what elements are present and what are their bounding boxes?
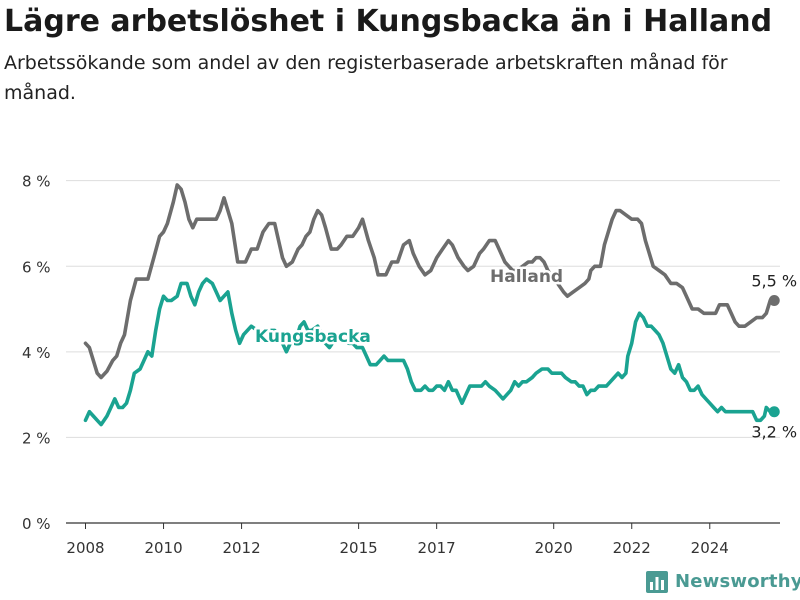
x-tick-label: 2024 (691, 539, 729, 557)
series-line-halland (83, 183, 772, 380)
series-line-kungsbacka (83, 277, 772, 427)
series-lines (83, 183, 772, 427)
y-tick-label: 0 % (22, 515, 51, 533)
x-tick-label: 2020 (535, 539, 573, 557)
x-tick-label: 2015 (340, 539, 378, 557)
end-value-label: 3,2 % (751, 423, 797, 442)
y-tick-label: 8 % (22, 173, 51, 191)
x-tick-label: 2008 (66, 539, 104, 557)
newsworthy-logo-icon (646, 571, 668, 593)
series-label-kungsbacka: Kungsbacka (255, 327, 371, 347)
x-tick-label: 2022 (613, 539, 651, 557)
y-tick-label: 6 % (22, 258, 51, 276)
x-tick-label: 2012 (222, 539, 260, 557)
series-label-halo: Kungsbacka (255, 327, 371, 347)
series-label-halland: Halland (490, 267, 563, 287)
y-tick-label: 4 % (22, 344, 51, 362)
end-point-halland (768, 294, 780, 306)
chart-title: Lägre arbetslöshet i Kungsbacka än i Hal… (4, 4, 773, 39)
brand-logo: Newsworthy (645, 568, 800, 594)
end-value-label: 5,5 % (751, 271, 797, 290)
grid-lines: 0 % 2 % 4 % 6 % 8 % 2008 2010 2012 2015 2017 2020 2… (22, 173, 780, 557)
end-point-kungsbacka (768, 406, 780, 418)
series-label-halo: Halland (490, 267, 563, 287)
x-tick-label: 2017 (418, 539, 456, 557)
y-tick-label: 2 % (22, 429, 51, 447)
x-tick-label: 2010 (144, 539, 182, 557)
chart-subtitle: Arbetssökande som andel av den registerb… (4, 52, 728, 104)
brand-name: Newsworthy (675, 570, 800, 592)
